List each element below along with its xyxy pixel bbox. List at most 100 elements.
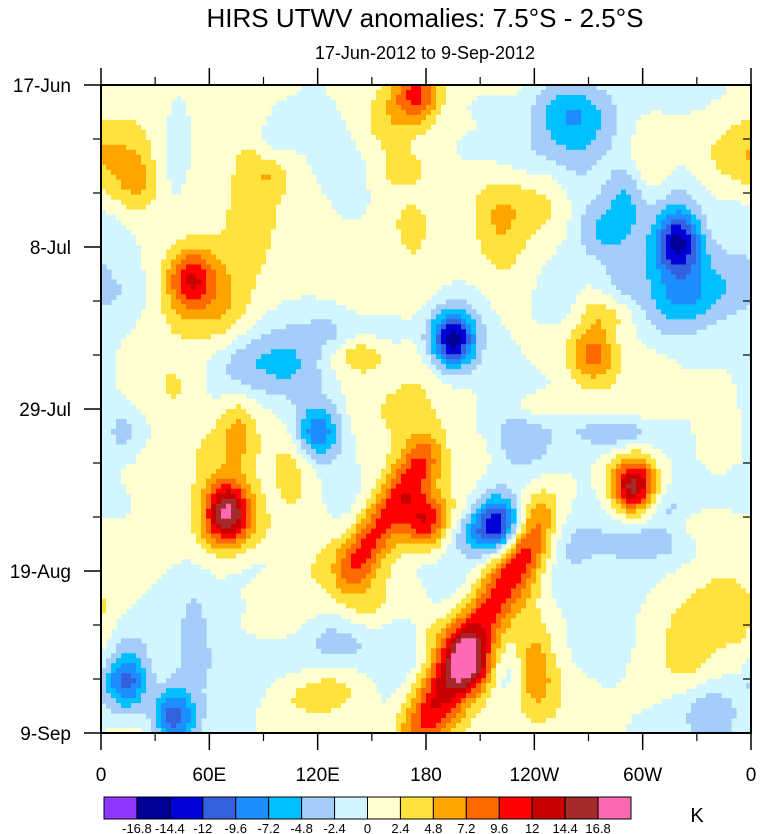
- field-cell: [421, 179, 427, 186]
- field-cell: [411, 219, 417, 226]
- field-cell: [106, 179, 112, 186]
- field-cell: [251, 339, 257, 345]
- field-cell: [536, 189, 542, 196]
- field-cell: [546, 154, 552, 161]
- field-cell: [201, 319, 207, 325]
- field-cell: [561, 319, 567, 325]
- field-cell: [461, 219, 467, 226]
- field-cell: [431, 224, 437, 231]
- field-cell: [336, 264, 342, 271]
- field-cell: [301, 229, 307, 236]
- field-cell: [686, 119, 692, 126]
- field-cell: [111, 179, 117, 186]
- field-cell: [286, 199, 292, 206]
- field-cell: [446, 314, 452, 320]
- field-cell: [481, 204, 487, 211]
- field-cell: [111, 85, 117, 91]
- field-cell: [636, 209, 642, 216]
- field-cell: [546, 149, 552, 156]
- field-cell: [361, 109, 367, 116]
- field-cell: [706, 234, 712, 241]
- field-cell: [656, 134, 662, 141]
- field-cell: [181, 269, 187, 276]
- field-cell: [236, 279, 242, 285]
- field-cell: [201, 169, 207, 176]
- field-cell: [271, 99, 277, 106]
- field-cell: [186, 169, 192, 176]
- field-cell: [456, 159, 462, 166]
- field-cell: [236, 289, 242, 295]
- field-cell: [411, 134, 417, 141]
- field-cell: [246, 319, 252, 325]
- field-cell: [536, 209, 542, 216]
- field-cell: [541, 259, 547, 266]
- field-cell: [131, 119, 137, 126]
- field-cell: [526, 194, 532, 201]
- field-cell: [701, 164, 707, 171]
- field-cell: [151, 194, 157, 201]
- field-cell: [226, 224, 232, 231]
- field-cell: [171, 339, 177, 345]
- field-cell: [441, 239, 447, 246]
- field-cell: [451, 149, 457, 156]
- field-cell: [211, 339, 217, 345]
- field-cell: [281, 179, 287, 186]
- field-cell: [371, 339, 377, 345]
- field-cell: [471, 199, 477, 206]
- field-cell: [361, 334, 367, 340]
- field-cell: [556, 144, 562, 151]
- field-cell: [446, 309, 452, 315]
- field-cell: [486, 259, 492, 266]
- field-cell: [606, 299, 612, 305]
- field-cell: [446, 149, 452, 156]
- field-cell: [661, 204, 667, 211]
- field-cell: [551, 109, 557, 116]
- field-cell: [456, 179, 462, 186]
- field-cell: [676, 304, 682, 310]
- field-cell: [281, 214, 287, 221]
- field-cell: [361, 239, 367, 246]
- field-cell: [501, 164, 507, 171]
- field-cell: [141, 209, 147, 216]
- field-cell: [191, 289, 197, 295]
- field-cell: [391, 119, 397, 126]
- field-cell: [591, 85, 597, 91]
- field-cell: [401, 124, 407, 131]
- field-cell: [666, 294, 672, 300]
- field-cell: [731, 289, 737, 295]
- field-cell: [231, 229, 237, 236]
- field-cell: [661, 199, 667, 206]
- field-cell: [106, 284, 112, 290]
- field-cell: [351, 249, 357, 256]
- field-cell: [221, 129, 227, 136]
- field-cell: [181, 339, 187, 345]
- field-cell: [611, 129, 617, 136]
- field-cell: [266, 189, 272, 196]
- field-cell: [336, 294, 342, 300]
- field-cell: [586, 164, 592, 171]
- field-cell: [436, 224, 442, 231]
- field-cell: [441, 309, 447, 315]
- field-cell: [401, 249, 407, 256]
- field-cell: [446, 279, 452, 285]
- field-cell: [236, 264, 242, 271]
- field-cell: [726, 129, 732, 136]
- field-cell: [516, 249, 522, 256]
- field-cell: [376, 139, 382, 146]
- field-cell: [481, 324, 487, 330]
- field-cell: [641, 229, 647, 236]
- field-cell: [406, 284, 412, 290]
- field-cell: [721, 299, 727, 305]
- field-cell: [411, 159, 417, 166]
- field-cell: [351, 279, 357, 285]
- field-cell: [211, 229, 217, 236]
- field-cell: [501, 239, 507, 246]
- field-cell: [201, 199, 207, 206]
- field-cell: [226, 214, 232, 221]
- field-cell: [191, 334, 197, 340]
- field-cell: [331, 294, 337, 300]
- field-cell: [631, 289, 637, 295]
- field-cell: [431, 279, 437, 285]
- field-cell: [606, 244, 612, 251]
- field-cell: [246, 229, 252, 236]
